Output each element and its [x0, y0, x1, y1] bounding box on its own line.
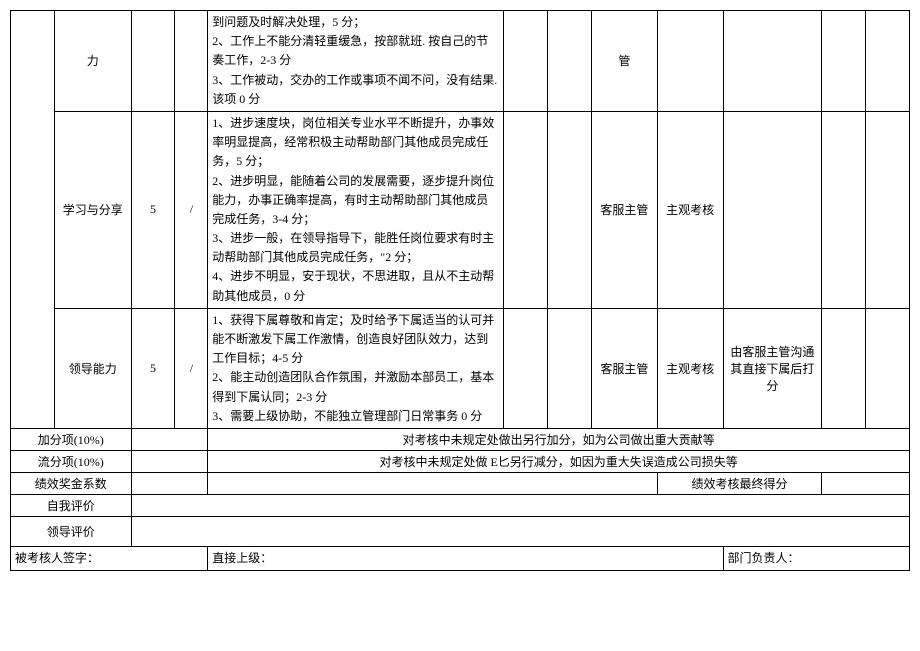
cell-supervisor: 客服主管	[591, 111, 657, 308]
cell-criteria: 1、进步速度块，岗位相关专业水平不断提升，办事效率明显提高，经常积极主动帮助部门…	[208, 111, 504, 308]
leader-eval-label: 领导评价	[11, 516, 132, 546]
cell-slash: /	[175, 111, 208, 308]
cell	[822, 308, 866, 428]
table-row: 力 到问题及时解决处理，5 分； 2、工作上不能分清轻重缓急，按部就班. 按自己…	[11, 11, 910, 112]
cell	[548, 11, 592, 112]
cell	[822, 11, 866, 112]
cell	[822, 472, 910, 494]
cell	[131, 428, 208, 450]
bonus-row: 加分项(10%) 对考核中未规定处做出另行加分，如为公司做出重大贡献等	[11, 428, 910, 450]
cell	[504, 11, 548, 112]
evaluation-table: 力 到问题及时解决处理，5 分； 2、工作上不能分清轻重缓急，按部就班. 按自己…	[10, 10, 910, 571]
bonus-desc: 对考核中未规定处做出另行加分，如为公司做出重大贡献等	[208, 428, 910, 450]
leader-eval-row: 领导评价	[11, 516, 910, 546]
cell	[11, 11, 55, 429]
table-row: 学习与分享 5 / 1、进步速度块，岗位相关专业水平不断提升，办事效率明显提高，…	[11, 111, 910, 308]
penalty-row: 流分项(10%) 对考核中未规定处做 E匕另行减分，如因为重大失误造成公司损失等	[11, 450, 910, 472]
signature-dept: 部门负责人：	[723, 546, 909, 570]
cell	[723, 111, 822, 308]
cell-score: 5	[131, 308, 175, 428]
cell	[548, 308, 592, 428]
bonus-label: 加分项(10%)	[11, 428, 132, 450]
cell	[657, 11, 723, 112]
signature-row: 被考核人签字： 直接上级： 部门负责人：	[11, 546, 910, 570]
cell	[548, 111, 592, 308]
cell	[131, 516, 909, 546]
cell	[866, 111, 910, 308]
penalty-label: 流分项(10%)	[11, 450, 132, 472]
cell-leadership: 领导能力	[54, 308, 131, 428]
cell	[208, 472, 657, 494]
cell-subjective: 主观考核	[657, 111, 723, 308]
cell	[866, 308, 910, 428]
cell	[822, 111, 866, 308]
cell-learning: 学习与分享	[54, 111, 131, 308]
cell-guan: 管	[591, 11, 657, 112]
cell-ability: 力	[54, 11, 131, 112]
cell-score: 5	[131, 111, 175, 308]
cell-supervisor: 客服主管	[591, 308, 657, 428]
cell	[131, 450, 208, 472]
cell-criteria: 1、获得下属尊敬和肯定；及时给予下属适当的认可并能不断激发下属工作激情，创造良好…	[208, 308, 504, 428]
final-score-label: 绩效考核最终得分	[657, 472, 821, 494]
cell-slash: /	[175, 308, 208, 428]
cell-note: 由客服主管沟通其直接下属后打分	[723, 308, 822, 428]
cell	[175, 11, 208, 112]
signature-supervisor: 直接上级：	[208, 546, 723, 570]
table-row: 领导能力 5 / 1、获得下属尊敬和肯定；及时给予下属适当的认可并能不断激发下属…	[11, 308, 910, 428]
cell	[131, 494, 909, 516]
cell	[504, 308, 548, 428]
self-eval-label: 自我评价	[11, 494, 132, 516]
coefficient-label: 绩效奖金系数	[11, 472, 132, 494]
coefficient-row: 绩效奖金系数 绩效考核最终得分	[11, 472, 910, 494]
signature-self: 被考核人签字：	[11, 546, 208, 570]
self-eval-row: 自我评价	[11, 494, 910, 516]
cell	[131, 11, 175, 112]
cell	[723, 11, 822, 112]
cell	[504, 111, 548, 308]
cell	[131, 472, 208, 494]
cell-subjective: 主观考核	[657, 308, 723, 428]
cell	[866, 11, 910, 112]
cell-criteria: 到问题及时解决处理，5 分； 2、工作上不能分清轻重缓急，按部就班. 按自己的节…	[208, 11, 504, 112]
penalty-desc: 对考核中未规定处做 E匕另行减分，如因为重大失误造成公司损失等	[208, 450, 910, 472]
